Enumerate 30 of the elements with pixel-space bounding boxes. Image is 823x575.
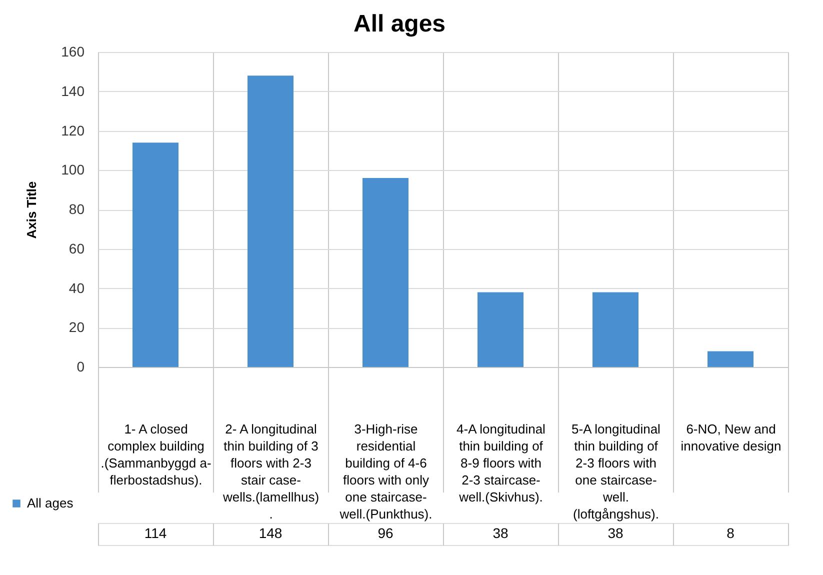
x-tick-label: 1- A closed complex building .(Sammanbyggd a- flerbostadshus). (100, 422, 212, 488)
x-tick-label: 4-A longitudinal thin building of 8-9 floors with 2-3 staircase- well.(Skivhus). (456, 422, 546, 504)
x-tick-label: 3-High-rise residential building of 4-6 floors with only one staircase- well.(Punkthus). (338, 422, 432, 522)
y-tick-label: 60 (68, 240, 85, 256)
legend-label: All ages (27, 496, 74, 510)
y-tick-label: 80 (68, 201, 85, 217)
x-tick-label: 6-NO, New and innovative design (680, 422, 782, 454)
y-tick-label: 140 (61, 82, 85, 99)
x-tick-label: 5-A longitudinal thin building of 2-3 floors with one staircase- well. (loftgångshus). (572, 422, 661, 522)
y-axis-title: Axis Title (24, 181, 40, 239)
data-label: 38 (492, 525, 508, 541)
bar (132, 142, 178, 367)
data-label: 8 (726, 525, 735, 541)
data-label: 38 (608, 525, 624, 541)
bar (708, 351, 754, 367)
y-tick-label: 120 (61, 122, 85, 138)
y-tick-label: 0 (76, 358, 85, 374)
bar (362, 178, 408, 367)
data-label: 96 (378, 525, 394, 541)
bar (592, 292, 638, 367)
bar (478, 292, 524, 367)
x-tick-label: 2- A longitudinal thin building of 3 floors with 2-3 stair case- wells.(lamellhus) . (222, 422, 320, 522)
bar (248, 76, 294, 367)
data-label: 148 (258, 525, 282, 541)
y-tick-label: 20 (68, 319, 85, 336)
y-tick-label: 40 (68, 280, 85, 296)
chart-title: All ages (353, 10, 446, 38)
data-label: 114 (144, 525, 167, 541)
y-tick-label: 160 (61, 44, 85, 60)
y-tick-label: 100 (61, 162, 85, 178)
